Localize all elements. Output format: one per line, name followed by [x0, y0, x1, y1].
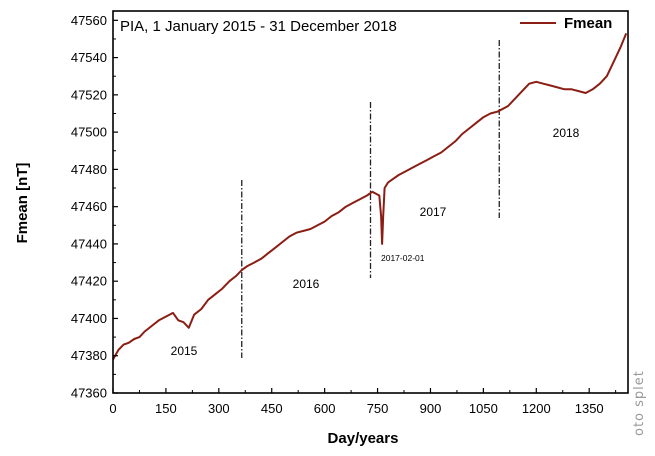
y-tick-label-47420: 47420 [71, 274, 107, 289]
x-tick-label-150: 150 [155, 401, 177, 416]
y-axis-label: Fmean [nT] [14, 163, 31, 244]
x-tick-label-450: 450 [261, 401, 283, 416]
y-tick-label-47540: 47540 [71, 50, 107, 65]
series-fmean [112, 33, 628, 360]
x-tick-label-1050: 1050 [469, 401, 498, 416]
y-tick-label-47520: 47520 [71, 87, 107, 102]
plot-frame [112, 10, 629, 394]
y-tick-label-47500: 47500 [71, 125, 107, 140]
series-layer [112, 33, 628, 360]
annotation-2016: 2016 [293, 277, 320, 291]
x-axis-label: Day/years [328, 430, 399, 447]
y-tick-label-47440: 47440 [71, 236, 107, 251]
annotation-2017-02-01: 2017-02-01 [381, 253, 425, 263]
x-tick-label-0: 0 [109, 401, 116, 416]
y-tick-label-47460: 47460 [71, 199, 107, 214]
annotation-2015: 2015 [171, 344, 198, 358]
y-tick-label-47480: 47480 [71, 162, 107, 177]
x-axis-ticks: 0 150 300 450 600 750 900 1050 1200 1350 [109, 388, 617, 416]
y-axis-ticks: 47360 47380 47400 47420 47440 47460 47480 47500… [71, 13, 118, 401]
y-tick-label-47380: 47380 [71, 348, 107, 363]
legend-label-fmean: Fmean [564, 15, 612, 32]
annotation-2017: 2017 [420, 205, 447, 219]
annotation-2018: 2018 [553, 126, 580, 140]
chart-title: PIA, 1 January 2015 - 31 December 2018 [120, 18, 397, 35]
x-tick-label-300: 300 [208, 401, 230, 416]
x-tick-label-900: 900 [420, 401, 442, 416]
x-tick-label-600: 600 [314, 401, 336, 416]
x-tick-label-750: 750 [367, 401, 389, 416]
x-tick-label-1200: 1200 [522, 401, 551, 416]
legend: Fmean [520, 15, 612, 32]
y-tick-label-47560: 47560 [71, 13, 107, 28]
y-tick-label-47360: 47360 [71, 386, 107, 401]
watermark: oto splet [632, 370, 647, 436]
y-tick-label-47400: 47400 [71, 311, 107, 326]
x-tick-label-1350: 1350 [575, 401, 604, 416]
